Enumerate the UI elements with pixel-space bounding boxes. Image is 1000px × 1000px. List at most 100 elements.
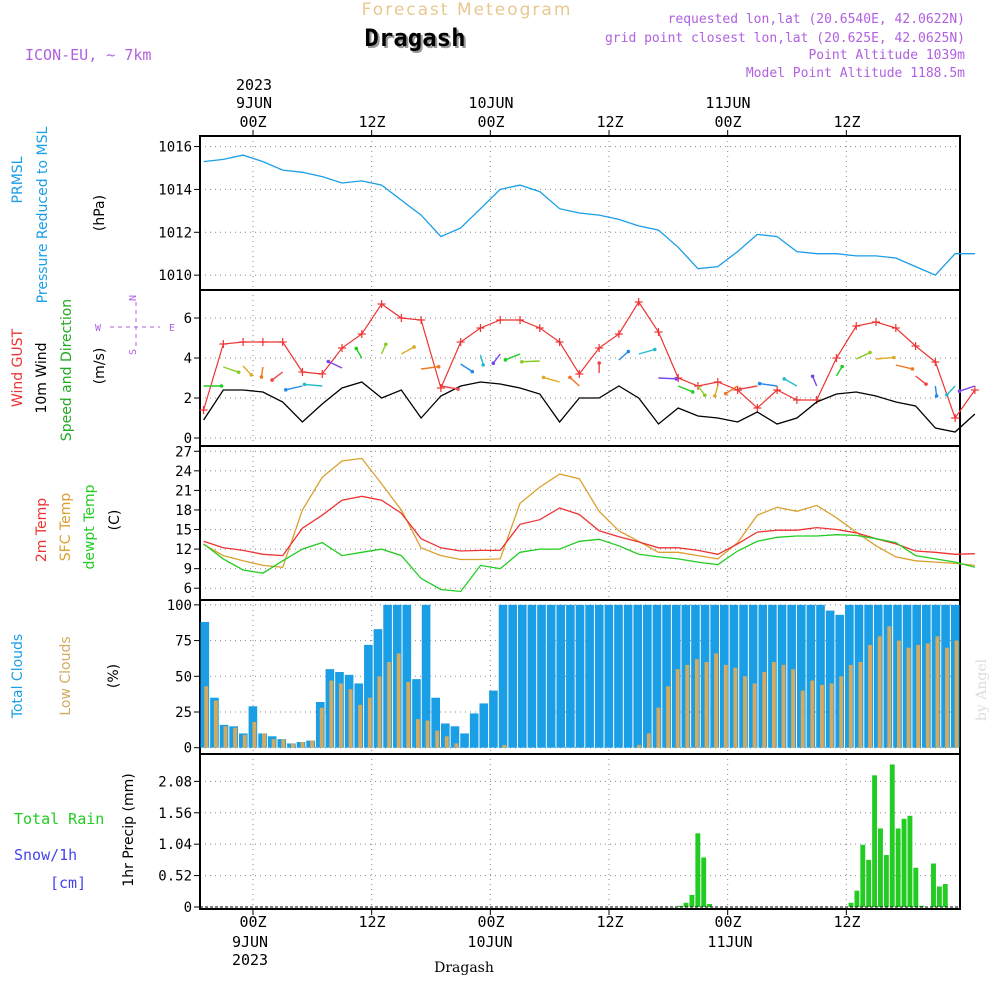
low-cloud-bar — [271, 739, 276, 748]
low-cloud-bar — [694, 659, 699, 748]
total-cloud-bar — [796, 604, 806, 748]
rain-bar — [901, 818, 907, 907]
total-cloud-bar — [364, 644, 373, 748]
bottom-tick-2: 00Z — [477, 913, 504, 931]
wind-arrow-head — [568, 375, 572, 380]
total-cloud-bar — [508, 604, 517, 748]
wind-arrow-head — [674, 377, 679, 381]
wind-arrow-head — [383, 342, 388, 347]
low-cloud-bar — [367, 697, 372, 748]
low-cloud-bar — [896, 640, 901, 748]
rain-bar — [942, 884, 948, 907]
wind-arrow — [223, 366, 239, 373]
wind-line — [203, 381, 976, 433]
ytick-label: 1016 — [158, 140, 192, 156]
bottom-date-1: 9JUN — [232, 933, 268, 951]
wind-arrow-head — [782, 377, 787, 381]
low-cloud-bar — [954, 640, 959, 748]
location-title: Dragash — [364, 24, 465, 52]
total-cloud-bar — [517, 604, 527, 748]
wind-arrow — [521, 360, 540, 363]
total-cloud-bar — [816, 604, 825, 748]
wind-arrow — [677, 385, 694, 393]
wind-dir-label: Speed and Direction — [59, 299, 75, 441]
total-cloud-bar — [585, 604, 594, 748]
ytick-label: 2.08 — [158, 774, 192, 790]
ytick-label: 0 — [184, 431, 192, 447]
dewpt-line — [203, 534, 976, 593]
low-cloud-bar — [656, 707, 661, 748]
rain-bar — [848, 902, 854, 907]
wind-arrow-head — [326, 359, 331, 364]
wind-arrow — [946, 385, 956, 396]
low-cloud-bar — [781, 664, 786, 748]
clouds-unit: (%) — [106, 664, 122, 688]
total-cloud-bar — [594, 604, 604, 748]
top-tick-1: 12Z — [358, 113, 385, 131]
rain-bar — [878, 828, 883, 907]
rain-bar — [889, 764, 895, 907]
low-cloud-bar — [858, 662, 863, 748]
ytick-label: 18 — [175, 503, 192, 519]
wind-arrow-head — [456, 387, 460, 391]
wind-arrow-head — [934, 394, 939, 398]
total-cloud-bar — [441, 723, 450, 748]
wind-arrow-head — [436, 364, 441, 369]
wind-arrow-head — [270, 378, 274, 382]
total-cloud-bar — [825, 610, 835, 748]
total-cloud-bar — [662, 604, 671, 748]
wind-arrow-head — [713, 394, 717, 398]
pressure-unit: (hPa) — [92, 195, 108, 231]
top-tick-5: 12Z — [833, 113, 860, 131]
low-cloud-bar — [348, 689, 353, 748]
low-cloud-bar — [300, 742, 305, 748]
low-cloud-bar — [454, 743, 459, 748]
ytick-label: 12 — [175, 542, 192, 558]
low-cloud-bar — [675, 669, 680, 748]
low-cloud-bar — [848, 664, 853, 748]
ytick-label: 1012 — [158, 225, 192, 241]
ytick-label: 6 — [184, 581, 192, 597]
total-cloud-bar — [421, 604, 431, 748]
total-cloud-bar — [479, 703, 489, 748]
wind-arrow-head — [219, 384, 224, 388]
wind-arrow-head — [597, 361, 602, 365]
precip-unit: 1hr Precip (mm) — [121, 773, 137, 886]
wind-arrow-head — [541, 375, 546, 380]
wind-arrow-head — [503, 358, 508, 362]
model-point-altitude: Model Point Altitude 1188.5m — [746, 66, 965, 81]
ytick-label: 24 — [175, 464, 192, 480]
temp-unit: (C) — [107, 510, 123, 531]
total-clouds-label: Total Clouds — [10, 634, 26, 719]
low-cloud-bar — [358, 704, 363, 748]
wind10-label: 10m Wind — [34, 342, 50, 413]
low-cloud-bar — [752, 683, 757, 748]
wind-arrow-head — [259, 375, 264, 379]
snow-label: Snow/1h — [14, 846, 77, 864]
wind-arrow-head — [868, 350, 872, 355]
top-date-1: 9JUN — [236, 94, 272, 112]
compass-north: N — [128, 295, 139, 301]
top-tick-4: 00Z — [714, 113, 741, 131]
total-cloud-bar — [200, 622, 210, 748]
wind-arrow — [783, 378, 798, 387]
low-cloud-bar — [685, 664, 690, 748]
low-cloud-bar — [829, 683, 834, 748]
total-cloud-bar — [537, 604, 546, 748]
rain-bar — [872, 775, 878, 907]
compass-west: W — [95, 323, 102, 334]
wind-arrow-head — [910, 367, 915, 371]
total-cloud-bar — [402, 604, 412, 748]
total-cloud-bar — [450, 726, 460, 748]
low-cloud-bar — [868, 644, 872, 748]
total-cloud-bar — [748, 604, 758, 748]
wind-arrow — [875, 356, 894, 360]
compass-east: E — [169, 323, 175, 334]
bottom-tick-5: 12Z — [833, 913, 860, 931]
top-date-3: 11JUN — [705, 94, 750, 112]
gust-label: Wind GUST — [10, 328, 26, 407]
total-cloud-bar — [412, 679, 421, 748]
top-tick-2: 00Z — [477, 113, 504, 131]
wind-arrow-head — [757, 381, 762, 386]
